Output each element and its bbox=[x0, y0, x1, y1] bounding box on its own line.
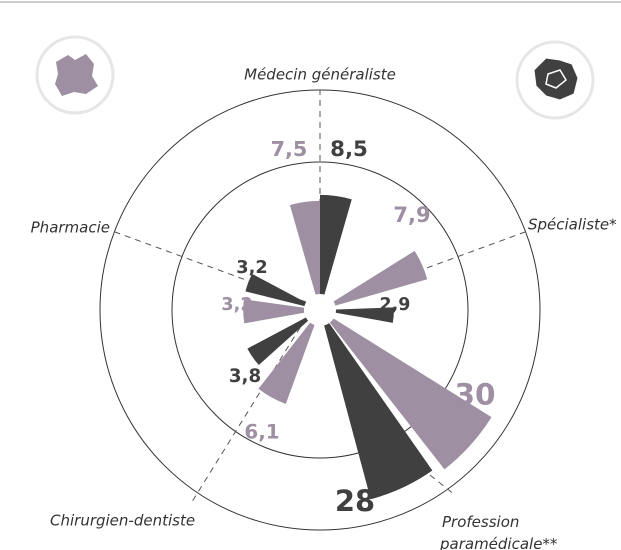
category-label: Profession paramédicale** bbox=[439, 513, 558, 550]
icon-right bbox=[515, 40, 595, 120]
value-label: 2,9 bbox=[380, 295, 411, 315]
wedge bbox=[324, 323, 433, 500]
wedge bbox=[245, 273, 306, 307]
value-label: 6,1 bbox=[244, 421, 279, 444]
wedge bbox=[258, 322, 315, 404]
value-label: 30 bbox=[454, 378, 495, 412]
value-label: 7,9 bbox=[393, 203, 430, 227]
value-label: 3,2 bbox=[236, 258, 267, 278]
wedge bbox=[333, 250, 428, 306]
icon-left bbox=[35, 35, 115, 115]
category-label: Pharmacie bbox=[31, 219, 110, 237]
value-label: 28 bbox=[335, 484, 375, 518]
value-label: 7,5 bbox=[271, 137, 308, 161]
value-label: 3,2 bbox=[221, 295, 252, 315]
category-label: Spécialiste* bbox=[528, 216, 617, 234]
value-label: 8,5 bbox=[330, 137, 368, 162]
value-label: 3,8 bbox=[229, 366, 261, 387]
wedge bbox=[247, 317, 309, 366]
inner-ring bbox=[171, 161, 469, 459]
wedge bbox=[320, 194, 352, 295]
category-label: Chirurgien-dentiste bbox=[50, 512, 195, 530]
wedge bbox=[289, 200, 320, 295]
wedge bbox=[243, 299, 305, 324]
wedge bbox=[335, 307, 394, 323]
wedge bbox=[329, 318, 492, 470]
category-label: Médecin généraliste bbox=[244, 66, 396, 84]
